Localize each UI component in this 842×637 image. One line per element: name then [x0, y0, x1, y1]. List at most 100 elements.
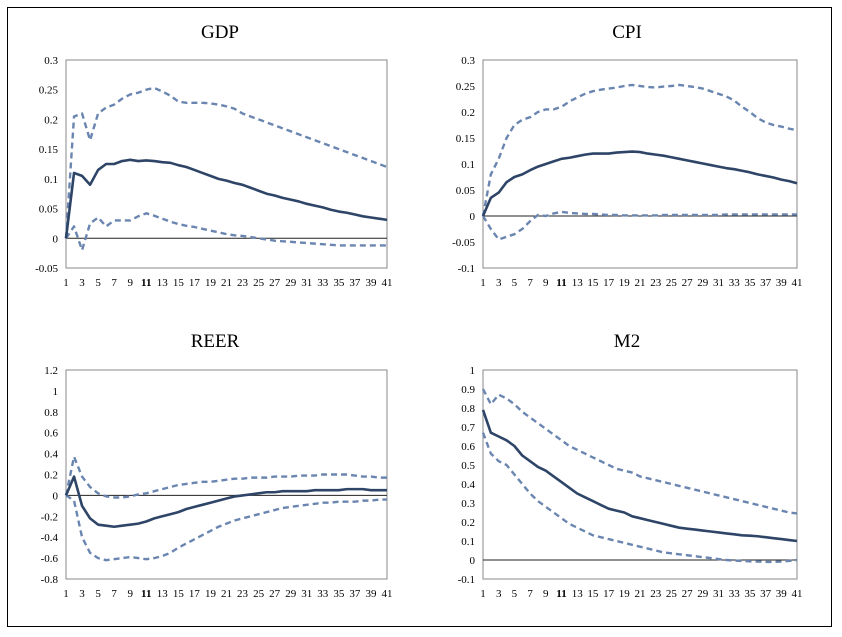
- x-tick-label: 19: [619, 277, 631, 289]
- x-tick-label: 29: [285, 277, 297, 289]
- y-tick-label: -0.6: [41, 553, 59, 565]
- x-tick-label: 41: [382, 277, 393, 289]
- chart-title-cpi: CPI: [612, 22, 642, 43]
- y-tick-label: 0: [53, 233, 59, 245]
- x-tick-label: 39: [776, 277, 788, 289]
- y-tick-label: 1.2: [44, 365, 58, 377]
- x-tick-label: 7: [111, 588, 117, 600]
- x-tick-label: 19: [205, 588, 217, 600]
- x-tick-label: 13: [572, 277, 584, 289]
- x-tick-label: 23: [650, 588, 662, 600]
- x-tick-label: 37: [349, 588, 361, 600]
- x-tick-label: 33: [729, 277, 741, 289]
- y-tick-label: 0.1: [44, 174, 58, 186]
- x-tick-label: 39: [365, 277, 377, 289]
- response-line-cpi: [481, 150, 798, 217]
- x-tick-label: 17: [189, 588, 201, 600]
- x-tick-label: 5: [512, 277, 518, 289]
- x-tick-label: 19: [619, 588, 631, 600]
- x-tick-label: 23: [650, 277, 662, 289]
- upper-band-line-reer: [64, 455, 387, 499]
- x-tick-label: 9: [543, 277, 549, 289]
- y-tick-label: 0.25: [456, 81, 476, 93]
- x-tick-label: 21: [635, 588, 646, 600]
- chart-title-m2: M2: [614, 331, 640, 352]
- x-tick-label: 25: [666, 588, 678, 600]
- x-tick-label: 25: [253, 277, 265, 289]
- y-tick-label: 0.25: [39, 85, 59, 97]
- x-tick-label: 37: [349, 277, 361, 289]
- lower-band-line-reer: [65, 494, 387, 562]
- x-tick-label: 11: [141, 588, 151, 600]
- x-tick-label: 21: [221, 588, 232, 600]
- x-tick-label: 35: [744, 277, 756, 289]
- x-tick-label: 9: [127, 588, 133, 600]
- x-tick-label: 1: [63, 588, 69, 600]
- y-tick-label: 0.2: [44, 470, 58, 482]
- y-tick-label: 0.15: [456, 133, 476, 145]
- plot-area-reer: [65, 369, 388, 580]
- y-tick-label: 0.1: [461, 159, 475, 171]
- x-tick-label: 27: [269, 588, 281, 600]
- y-tick-label: 0.3: [461, 498, 475, 510]
- x-tick-label: 9: [127, 277, 133, 289]
- x-tick-label: 39: [776, 588, 788, 600]
- y-tick-label: 0: [470, 211, 476, 223]
- x-tick-label: 3: [496, 277, 502, 289]
- y-tick-label: 0.7: [461, 422, 475, 434]
- y-tick-label: 0: [470, 555, 476, 567]
- upper-band-line-cpi: [481, 83, 798, 217]
- x-tick-label: 21: [221, 277, 232, 289]
- x-tick-label: 29: [697, 277, 709, 289]
- x-tick-label: 41: [792, 588, 803, 600]
- x-tick-label: 27: [269, 277, 281, 289]
- y-tick-label: 0: [53, 490, 59, 502]
- x-tick-label: 29: [285, 588, 297, 600]
- y-tick-label: -0.05: [35, 263, 58, 275]
- x-tick-label: 9: [543, 588, 549, 600]
- x-tick-label: 3: [79, 588, 85, 600]
- x-tick-label: 37: [760, 277, 772, 289]
- response-line-reer: [64, 475, 387, 529]
- x-tick-label: 27: [682, 277, 694, 289]
- response-line-m2: [481, 409, 798, 543]
- x-tick-label: 31: [713, 588, 724, 600]
- x-tick-label: 33: [317, 277, 329, 289]
- x-tick-label: 29: [697, 588, 709, 600]
- y-tick-label: 0.05: [39, 204, 59, 216]
- x-tick-label: 13: [572, 588, 584, 600]
- y-tick-label: 0.2: [44, 114, 58, 126]
- y-tick-label: 0.1: [461, 536, 475, 548]
- x-tick-label: 3: [496, 588, 502, 600]
- y-tick-label: 0.9: [461, 384, 475, 396]
- y-tick-label: 0.4: [461, 479, 475, 491]
- x-tick-label: 5: [95, 277, 101, 289]
- y-tick-label: 0.8: [461, 403, 475, 415]
- x-tick-label: 15: [173, 588, 185, 600]
- x-tick-label: 7: [527, 588, 533, 600]
- y-tick-label: 0.6: [461, 441, 475, 453]
- y-tick-label: 0.3: [461, 55, 475, 67]
- response-line-gdp: [64, 158, 388, 239]
- y-tick-label: -0.05: [452, 237, 475, 249]
- upper-band-line-gdp: [64, 86, 388, 239]
- lower-band-line-gdp: [65, 212, 387, 252]
- x-tick-label: 1: [480, 277, 486, 289]
- x-tick-label: 11: [556, 277, 566, 289]
- x-tick-label: 23: [237, 277, 249, 289]
- x-tick-label: 17: [189, 277, 201, 289]
- upper-band-line-m2: [481, 388, 798, 515]
- x-tick-label: 7: [527, 277, 533, 289]
- x-tick-label: 5: [512, 588, 518, 600]
- x-tick-label: 13: [157, 588, 169, 600]
- y-tick-label: 1: [470, 365, 476, 377]
- chart-title-gdp: GDP: [201, 22, 239, 43]
- x-tick-label: 33: [317, 588, 329, 600]
- x-tick-label: 1: [480, 588, 486, 600]
- lower-band-line-cpi: [481, 210, 797, 241]
- plot-area-cpi: [482, 59, 798, 269]
- x-tick-label: 15: [173, 277, 185, 289]
